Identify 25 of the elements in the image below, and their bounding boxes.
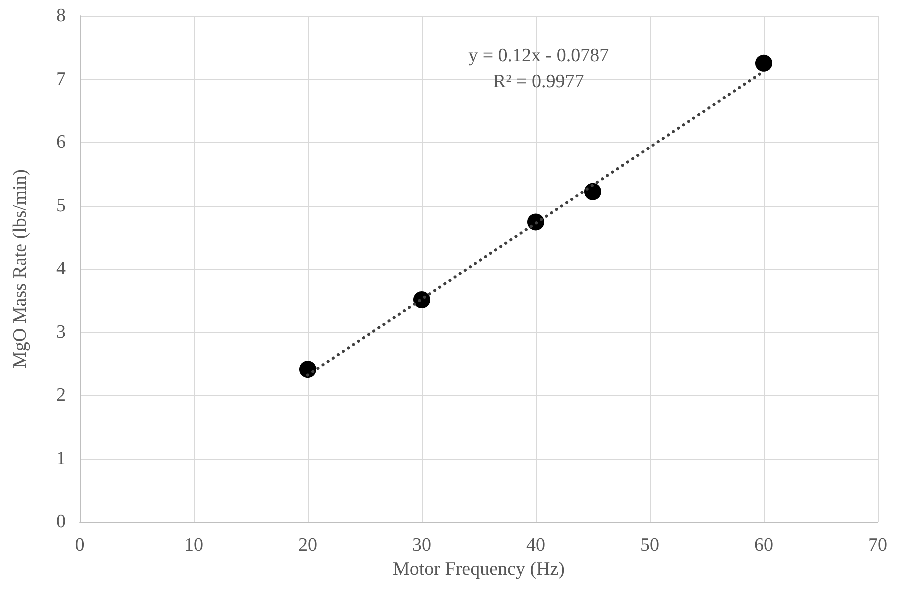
y-tick-label: 7 [56,68,66,90]
x-tick-label: 40 [526,535,546,556]
annotation: y = 0.12x - 0.0787 [468,45,610,66]
x-tick-label: 10 [184,535,204,556]
y-tick-label: 8 [56,6,66,26]
point [300,361,316,378]
point [414,291,430,308]
x-axis-title: Motor Frequency (Hz) [392,559,566,580]
y-tick-label: 4 [56,258,66,280]
x-tick-label: 50 [640,535,660,556]
x-tick-label: 30 [412,535,432,556]
x-tick-label: 70 [868,535,888,556]
y-tick-label: 0 [56,512,66,532]
y-tick-label: 2 [56,385,66,406]
y-tick-label: 5 [56,195,66,216]
point [584,183,602,200]
x-tick-label: 60 [754,535,774,556]
y-tick-label: 3 [56,322,66,343]
x-tick-label: 20 [298,535,318,556]
annotation: R² = 0.9977 [493,71,584,92]
y-axis-title: MgO Mass Rate (lbs/min) [10,170,31,368]
point [756,54,772,72]
y-tick-label: 1 [56,448,66,470]
x-tick-label: 0 [75,535,85,556]
y-tick-label: 6 [56,132,66,153]
